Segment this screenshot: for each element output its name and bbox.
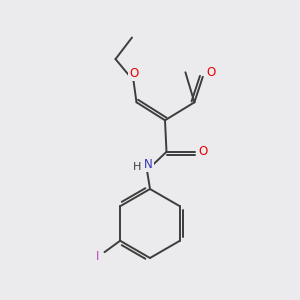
Text: O: O <box>129 67 138 80</box>
Text: N: N <box>144 158 153 171</box>
Text: O: O <box>199 145 208 158</box>
Text: O: O <box>207 66 216 79</box>
Text: H: H <box>133 161 142 172</box>
Text: I: I <box>96 250 100 263</box>
